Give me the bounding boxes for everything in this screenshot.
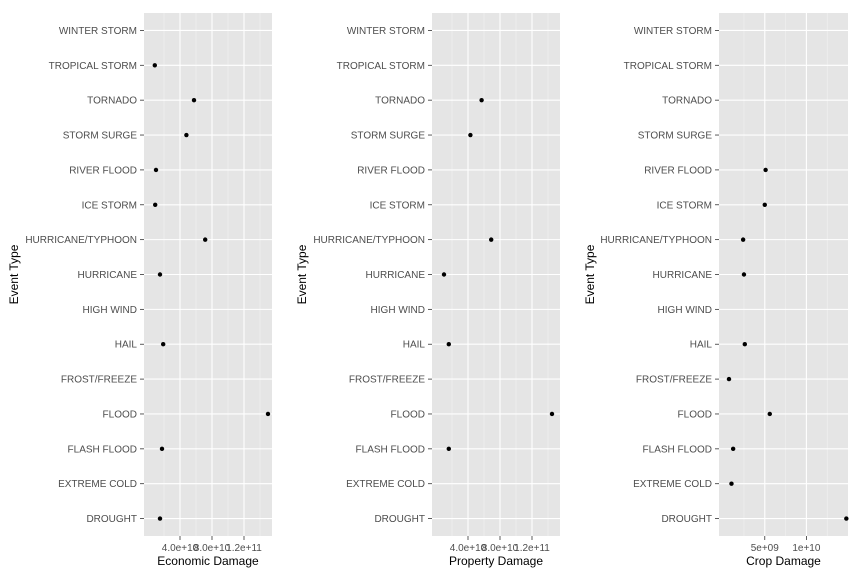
chart-panel-3: DROUGHT EXTREME COLD FLASH FLOOD FLOOD FROST…: [583, 13, 849, 568]
y-tick-label: HURRICANE: [78, 270, 138, 281]
y-tick-label: HIGH WIND: [371, 305, 425, 316]
chart-panel-2: DROUGHT EXTREME COLD FLASH FLOOD FLOOD FROST…: [295, 13, 560, 568]
y-tick-label: HAIL: [403, 340, 426, 351]
x-tick-label: 1.2e+11: [514, 543, 550, 554]
x-tick-label: 1.2e+11: [226, 543, 262, 554]
y-tick-label: HAIL: [115, 340, 138, 351]
y-tick-label: RIVER FLOOD: [357, 165, 425, 176]
data-point: [191, 97, 197, 103]
data-point: [729, 481, 734, 486]
y-tick-label: TORNADO: [87, 96, 137, 107]
data-point: [489, 237, 494, 242]
y-tick-label: HURRICANE/TYPHOON: [600, 235, 712, 246]
data-point: [762, 202, 767, 207]
data-point: [184, 132, 189, 138]
x-tick-label: 4.0e+10: [162, 543, 199, 554]
y-tick-label: FLASH FLOOD: [356, 444, 425, 455]
y-tick-label: TROPICAL STORM: [337, 61, 425, 72]
y-tick-label: EXTREME COLD: [346, 479, 425, 490]
y-tick-label: WINTER STORM: [347, 26, 425, 37]
data-point: [468, 132, 473, 138]
y-axis-title: Event Type: [295, 244, 309, 304]
data-point: [446, 342, 451, 347]
y-tick-label: WINTER STORM: [59, 26, 137, 37]
y-tick-label: HURRICANE/TYPHOON: [313, 235, 425, 246]
y-tick-label: FLOOD: [391, 409, 425, 420]
y-tick-label: EXTREME COLD: [633, 479, 712, 490]
y-tick-label: FLASH FLOOD: [643, 444, 712, 455]
data-point: [161, 342, 166, 347]
y-tick-label: TORNADO: [662, 96, 712, 107]
y-tick-label: FROST/FREEZE: [61, 375, 137, 386]
y-tick-label: HAIL: [690, 340, 713, 351]
y-tick-label: STORM SURGE: [351, 131, 426, 142]
data-point: [740, 237, 746, 242]
y-tick-label: FROST/FREEZE: [636, 375, 712, 386]
y-tick-label: ICE STORM: [370, 200, 425, 211]
data-point: [844, 516, 849, 521]
y-tick-label: FLOOD: [678, 409, 712, 420]
data-point: [479, 97, 484, 103]
chart-panel-1: DROUGHT EXTREME COLD FLASH FLOOD FLOOD FROST…: [7, 13, 272, 568]
y-tick-label: TORNADO: [375, 96, 425, 107]
data-point: [741, 272, 747, 277]
data-point: [157, 516, 163, 521]
x-tick-label: 8.0e+10: [194, 543, 231, 554]
y-tick-label: TROPICAL STORM: [624, 61, 712, 72]
data-point: [265, 411, 271, 417]
x-axis-title: Crop Damage: [746, 554, 821, 568]
x-tick-label: 1e+10: [792, 543, 821, 554]
y-tick-label: RIVER FLOOD: [644, 165, 712, 176]
x-axis-title: Economic Damage: [157, 554, 259, 568]
data-point: [157, 272, 163, 277]
y-tick-label: DROUGHT: [661, 514, 712, 525]
data-point: [742, 342, 747, 347]
y-tick-label: RIVER FLOOD: [69, 165, 137, 176]
y-tick-label: DROUGHT: [86, 514, 137, 525]
data-point: [763, 167, 768, 173]
y-tick-label: FLASH FLOOD: [68, 444, 137, 455]
y-tick-label: WINTER STORM: [634, 26, 712, 37]
x-tick-label: 8.0e+10: [482, 543, 519, 554]
y-tick-label: STORM SURGE: [63, 131, 138, 142]
data-point: [549, 411, 555, 417]
x-axis-title: Property Damage: [449, 554, 543, 568]
data-point: [153, 167, 159, 173]
y-tick-label: STORM SURGE: [638, 131, 713, 142]
data-point: [730, 446, 736, 452]
y-tick-label: FLOOD: [103, 409, 137, 420]
y-tick-label: HIGH WIND: [658, 305, 712, 316]
y-tick-label: ICE STORM: [657, 200, 712, 211]
data-point: [446, 446, 451, 452]
y-tick-label: EXTREME COLD: [58, 479, 137, 490]
data-point: [441, 272, 447, 277]
x-tick-label: 4.0e+10: [450, 543, 487, 554]
data-point: [767, 411, 772, 417]
y-tick-label: ICE STORM: [82, 200, 137, 211]
y-tick-label: FROST/FREEZE: [349, 375, 425, 386]
data-point: [203, 237, 208, 242]
data-point: [159, 446, 165, 452]
y-tick-label: DROUGHT: [374, 514, 425, 525]
data-point: [726, 376, 732, 382]
x-tick-label: 5e+09: [751, 543, 780, 554]
data-point: [153, 202, 158, 207]
y-tick-label: HIGH WIND: [83, 305, 137, 316]
y-tick-label: HURRICANE/TYPHOON: [25, 235, 137, 246]
y-tick-label: HURRICANE: [366, 270, 426, 281]
y-tick-label: TROPICAL STORM: [49, 61, 137, 72]
y-axis-title: Event Type: [7, 244, 21, 304]
y-axis-title: Event Type: [583, 244, 597, 304]
y-tick-label: HURRICANE: [653, 270, 713, 281]
data-point: [152, 63, 157, 68]
